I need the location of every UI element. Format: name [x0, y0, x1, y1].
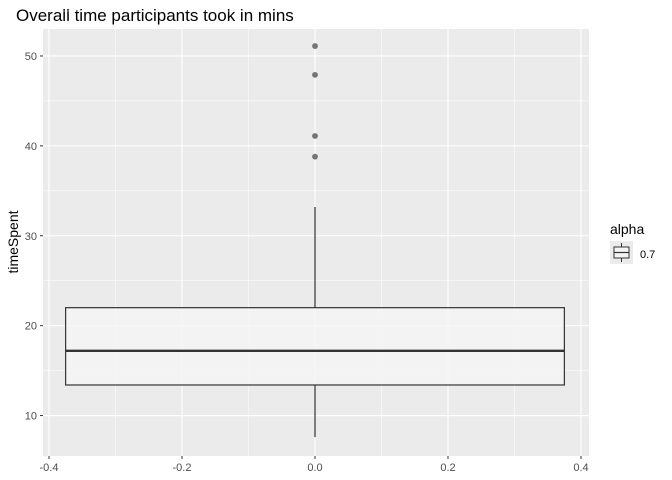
x-tick-label: 0.4 — [573, 462, 588, 474]
y-tick-label: 40 — [25, 141, 37, 153]
legend-entry-label: 0.7 — [640, 249, 655, 261]
y-tick-label: 30 — [25, 231, 37, 243]
y-axis-title: timeSpent — [5, 210, 21, 273]
legend-title: alpha — [610, 221, 644, 237]
box-group — [65, 206, 565, 438]
y-tick-label: 10 — [25, 411, 37, 423]
chart-title: Overall time participants took in mins — [16, 6, 294, 25]
outlier-point — [312, 71, 318, 78]
x-axis-ticks: -0.4 -0.2 0.0 0.2 0.4 — [40, 456, 589, 474]
x-tick-label: 0.2 — [440, 462, 455, 474]
outlier-point — [312, 43, 318, 49]
outlier-points — [312, 43, 318, 160]
outlier-point — [312, 133, 318, 139]
x-tick-label: -0.2 — [173, 462, 192, 474]
x-tick-label: -0.4 — [40, 462, 59, 474]
y-tick-label: 20 — [25, 321, 37, 333]
outlier-point — [312, 153, 318, 160]
y-axis-ticks: 10 20 30 40 50 — [25, 51, 43, 423]
iqr-box — [65, 307, 565, 386]
legend-key-box-icon — [610, 241, 633, 264]
x-tick-label: 0.0 — [307, 462, 322, 474]
plot-panel — [43, 29, 589, 456]
y-tick-label: 50 — [25, 51, 37, 63]
legend: alpha 0.7 — [610, 221, 655, 264]
